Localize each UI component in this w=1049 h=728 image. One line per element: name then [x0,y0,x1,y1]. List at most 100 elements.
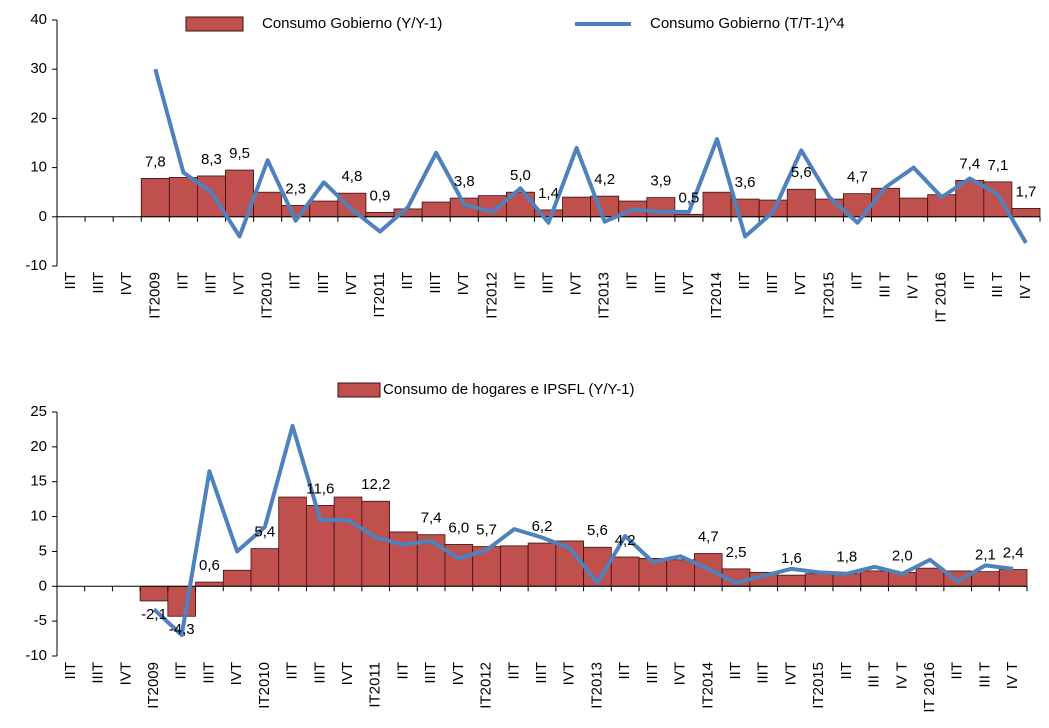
bar [337,192,367,218]
x-tick-label: IIT [616,662,633,680]
bar [666,559,695,587]
x-tick-label: IIIT [652,272,669,294]
x-tick-label: IIIT [533,662,550,684]
x-tick-label: IVT [568,272,585,295]
x-tick-label: IVT [455,272,472,295]
x-tick-label: IVT [782,662,799,685]
x-tick-label: IT2013 [588,662,605,709]
bar [278,496,307,587]
x-tick-label: IIT [727,662,744,680]
x-tick-label: IT2010 [256,662,273,709]
x-tick-label: IIT [511,272,528,290]
x-tick-label: IIIT [311,662,328,684]
legend-swatch [337,382,381,398]
x-tick-label: IIT [961,272,978,290]
x-tick-label: IVT [118,272,135,295]
x-tick-label: IT2015 [810,662,827,709]
bar [998,569,1028,587]
bar [786,188,816,218]
x-tick-label: IIT [848,272,865,290]
x-tick-label: IIIT [315,272,332,294]
bar [195,581,224,587]
x-tick-label: IT2011 [371,272,388,318]
x-tick-label: IT2009 [145,662,162,709]
data-label: 8,3 [201,151,222,168]
x-tick-label: IT 2016 [933,272,950,323]
legend-label: Consumo Gobierno (T/T-1)^4 [650,15,845,32]
x-tick-label: IIIT [90,662,107,684]
y-tick-label: 15 [30,473,47,490]
y-tick-label: 20 [30,109,47,126]
y-tick-label: 0 [39,577,47,594]
data-label: 1,7 [1016,183,1037,200]
x-tick-label: IIIT [427,272,444,294]
data-label: 4,8 [341,168,362,185]
bar [333,496,363,587]
y-tick-label: 20 [30,438,47,455]
x-tick-label: IIT [624,272,641,290]
x-tick-label: IT2014 [708,272,725,319]
data-label: 11,6 [306,480,334,497]
data-label: 1,6 [781,550,802,567]
x-tick-label: IVT [792,272,809,295]
data-label: 2,4 [1003,545,1024,562]
x-tick-label: IVT [343,272,360,295]
data-label: 12,2 [361,476,390,493]
x-tick-label: IV T [1017,272,1034,299]
y-tick-label: -10 [25,647,47,664]
y-tick-label: -5 [34,612,47,629]
bar [167,585,196,617]
y-tick-label: 0 [39,208,47,225]
x-tick-label: IT2015 [820,272,837,319]
x-tick-label: IT 2016 [921,662,938,713]
x-tick-label: IIT [838,662,855,680]
data-label: 2,1 [975,547,996,564]
x-tick-label: III T [989,272,1006,298]
x-tick-label: IIIT [202,272,219,294]
x-tick-label: IIIT [90,272,107,294]
x-tick-label: IV T [1004,662,1021,689]
x-tick-label: IT2014 [699,662,716,709]
bar [1011,208,1041,218]
x-tick-label: IVT [450,662,467,685]
data-label: 6,2 [532,518,553,535]
x-tick-label: IT2009 [146,272,163,319]
legend-label: Consumo Gobierno (Y/Y-1) [262,15,442,32]
x-tick-label: IIT [287,272,304,290]
data-label: 4,2 [594,171,615,188]
bar [915,567,945,587]
x-tick-label: IIIT [200,662,217,684]
x-tick-label: IIT [284,662,301,680]
data-label: 7,1 [987,157,1008,174]
x-tick-label: IVT [339,662,356,685]
x-tick-label: IIIT [644,662,661,684]
bar [860,570,889,587]
data-label: 2,3 [285,180,306,197]
x-tick-label: IV T [905,272,922,299]
bar [253,191,283,218]
data-label: 5,0 [510,167,531,184]
data-label: 7,8 [145,153,166,170]
x-tick-label: IIT [394,662,411,680]
x-tick-label: IIT [505,662,522,680]
x-tick-label: IVT [231,272,248,295]
x-tick-label: IT2012 [478,662,495,709]
x-tick-label: IIT [173,662,190,680]
y-tick-label: 10 [30,159,47,176]
data-label: 3,6 [735,174,756,191]
bar [804,573,834,587]
data-label: -4,3 [169,621,195,638]
data-label: 3,9 [650,173,671,190]
line [153,68,1028,244]
bar [777,574,806,587]
x-tick-label: IV T [893,662,910,689]
x-tick-label: IIT [62,662,79,680]
y-tick-label: 40 [30,11,47,28]
x-tick-label: IIT [949,662,966,680]
x-tick-label: IIIT [539,272,556,294]
data-label: 5,6 [587,522,608,539]
x-tick-label: IT2011 [367,662,384,708]
data-label: 6,0 [448,519,469,536]
bar [562,196,592,218]
